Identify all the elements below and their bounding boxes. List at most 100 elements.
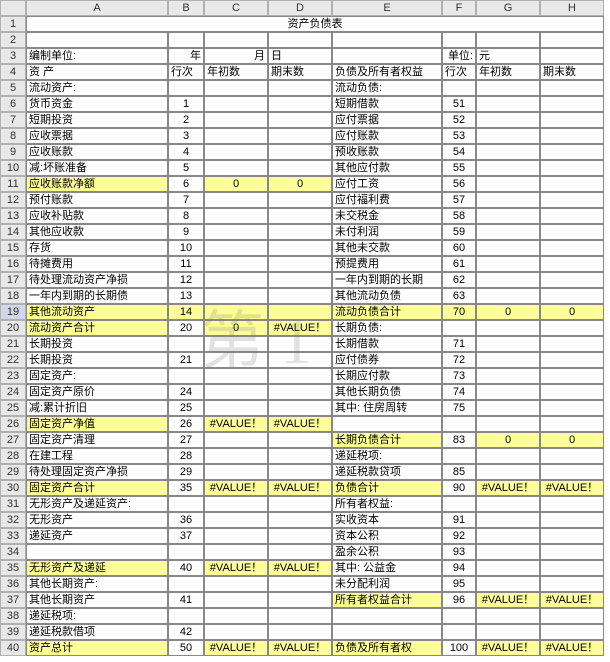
cell[interactable]: 流动资产合计 [26,320,168,336]
cell[interactable]: #VALUE！ [268,560,332,576]
cell[interactable] [476,192,540,208]
cell[interactable] [540,240,604,256]
cell[interactable]: 96 [442,592,476,608]
cell[interactable]: 12 [168,272,204,288]
col-header[interactable]: G [476,0,540,16]
cell[interactable] [442,416,476,432]
cell[interactable]: 94 [442,560,476,576]
cell[interactable]: 待处理固定资产净损 [26,464,168,480]
cell[interactable] [168,32,204,48]
row-header[interactable]: 6 [0,96,26,112]
cell[interactable]: 单位: [442,48,476,64]
cell[interactable]: 预付账款 [26,192,168,208]
cell[interactable]: 短期投资 [26,112,168,128]
row-header[interactable]: 37 [0,592,26,608]
cell[interactable]: 6 [168,176,204,192]
cell[interactable]: 0 [204,320,268,336]
row-header[interactable]: 39 [0,624,26,640]
cell[interactable]: 递延税款贷项 [332,464,442,480]
cell[interactable] [268,464,332,480]
row-header[interactable]: 28 [0,448,26,464]
row-header[interactable]: 34 [0,544,26,560]
cell[interactable] [204,272,268,288]
cell[interactable]: 85 [442,464,476,480]
cell[interactable] [476,560,540,576]
cell[interactable] [540,208,604,224]
cell[interactable] [476,224,540,240]
row-header[interactable]: 26 [0,416,26,432]
cell[interactable]: 所有者权益合计 [332,592,442,608]
row-header[interactable]: 32 [0,512,26,528]
cell[interactable]: #VALUE！ [204,416,268,432]
cell[interactable] [476,608,540,624]
cell[interactable]: 固定资产合计 [26,480,168,496]
cell[interactable] [540,496,604,512]
cell[interactable]: 短期借款 [332,96,442,112]
cell[interactable]: #VALUE！ [204,640,268,656]
cell[interactable]: 100 [442,640,476,656]
row-header[interactable]: 35 [0,560,26,576]
cell[interactable] [268,608,332,624]
cell[interactable] [476,240,540,256]
cell[interactable] [204,80,268,96]
title-cell[interactable]: 资产负债表 [26,16,604,32]
cell[interactable]: 其他流动负债 [332,288,442,304]
cell[interactable] [476,208,540,224]
cell[interactable] [332,48,442,64]
cell[interactable]: 无形资产及递延资产: [26,496,168,512]
cell[interactable]: 58 [442,208,476,224]
cell[interactable] [540,400,604,416]
cell[interactable]: 固定资产原价 [26,384,168,400]
row-header[interactable]: 30 [0,480,26,496]
col-header[interactable]: E [332,0,442,16]
cell[interactable] [268,304,332,320]
cell[interactable]: 3 [168,128,204,144]
cell[interactable] [540,464,604,480]
cell[interactable] [476,512,540,528]
cell[interactable] [540,288,604,304]
cell[interactable] [476,256,540,272]
cell[interactable] [268,240,332,256]
cell[interactable]: 日 [268,48,332,64]
cell[interactable] [268,288,332,304]
cell[interactable]: 无形资产 [26,512,168,528]
cell[interactable] [540,112,604,128]
cell[interactable] [442,496,476,512]
cell[interactable] [204,336,268,352]
cell[interactable]: 7 [168,192,204,208]
cell[interactable] [476,464,540,480]
cell[interactable] [476,368,540,384]
cell[interactable] [540,224,604,240]
cell[interactable] [476,320,540,336]
cell[interactable] [204,144,268,160]
cell[interactable]: #VALUE！ [268,416,332,432]
cell[interactable] [476,384,540,400]
cell[interactable]: 应收票据 [26,128,168,144]
cell[interactable] [268,144,332,160]
cell[interactable]: 减:累计折旧 [26,400,168,416]
cell[interactable]: 在建工程 [26,448,168,464]
cell[interactable] [540,128,604,144]
cell[interactable]: #VALUE！ [204,560,268,576]
cell[interactable]: 72 [442,352,476,368]
header-cell[interactable]: 年初数 [204,64,268,80]
cell[interactable]: 25 [168,400,204,416]
cell[interactable]: 0 [268,176,332,192]
cell[interactable]: 28 [168,448,204,464]
row-header[interactable]: 21 [0,336,26,352]
cell[interactable] [204,384,268,400]
cell[interactable] [268,592,332,608]
cell[interactable]: 56 [442,176,476,192]
cell[interactable]: 37 [168,528,204,544]
row-header[interactable]: 15 [0,240,26,256]
cell[interactable] [442,624,476,640]
cell[interactable] [476,96,540,112]
cell[interactable]: 83 [442,432,476,448]
cell[interactable]: #VALUE！ [540,480,604,496]
cell[interactable] [204,288,268,304]
cell[interactable] [26,544,168,560]
cell[interactable] [540,448,604,464]
row-header[interactable]: 3 [0,48,26,64]
cell[interactable]: 其他应付款 [332,160,442,176]
cell[interactable]: 未分配利润 [332,576,442,592]
